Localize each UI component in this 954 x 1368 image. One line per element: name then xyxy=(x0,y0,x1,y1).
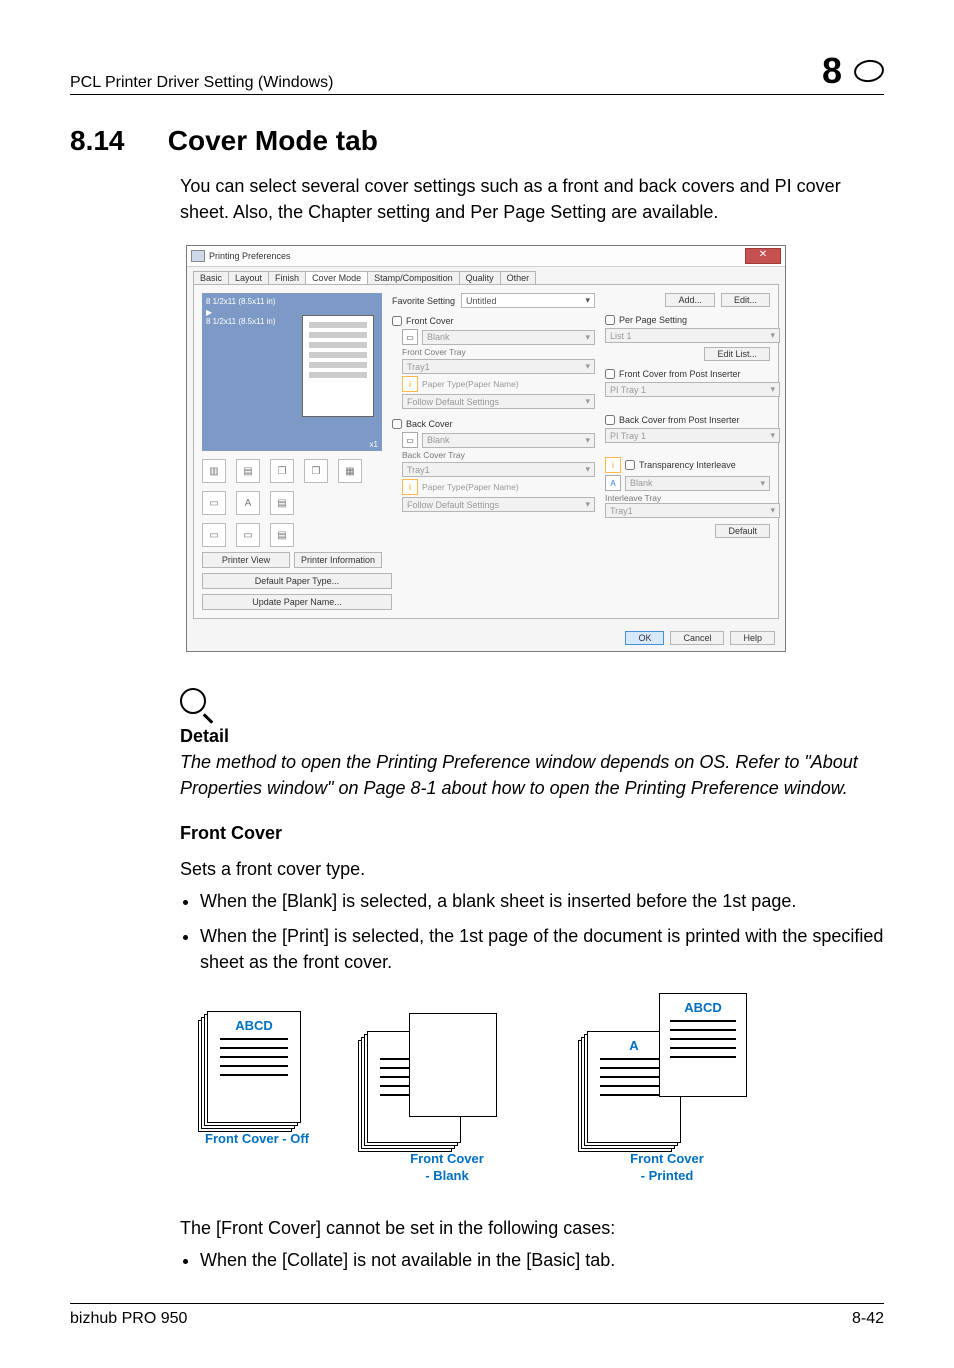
chapter-number: 8 xyxy=(822,50,842,92)
section-title: Cover Mode tab xyxy=(168,125,378,156)
tab-basic[interactable]: Basic xyxy=(193,271,229,284)
blank-page-icon: ▭ xyxy=(402,329,418,345)
preview-size-1: 8 1/2x11 (8.5x11 in) xyxy=(206,297,378,306)
front-pi-check[interactable] xyxy=(605,369,615,379)
status-icon-7: A xyxy=(236,491,260,515)
status-icon-11: ▤ xyxy=(270,523,294,547)
transparency-check[interactable] xyxy=(625,460,635,470)
transparency-label: Transparency Interleave xyxy=(639,460,736,470)
transparency-mode-combo[interactable]: Blank▾ xyxy=(625,476,770,491)
favorite-edit-button[interactable]: Edit... xyxy=(721,293,770,307)
front-cover-note-line: The [Front Cover] cannot be set in the f… xyxy=(180,1215,884,1241)
cancel-button[interactable]: Cancel xyxy=(670,631,724,645)
footer-model: bizhub PRO 950 xyxy=(70,1310,187,1328)
back-cover-paper-type-label: Paper Type(Paper Name) xyxy=(422,482,519,492)
page-corner-icon xyxy=(853,58,886,84)
printer-info-button[interactable]: Printer Information xyxy=(294,552,382,568)
front-cover-check[interactable] xyxy=(392,316,402,326)
info-icon-3: i xyxy=(605,457,621,473)
cover-diagram-row: ABCD Front Cover - Off A Front Cover - B… xyxy=(70,993,884,1185)
status-icon-3: ❐ xyxy=(270,459,294,483)
section-intro: You can select several cover settings su… xyxy=(180,173,884,225)
preview-pane: 8 1/2x11 (8.5x11 in) ▶ 8 1/2x11 (8.5x11 … xyxy=(202,293,382,451)
back-cover-tray-label: Back Cover Tray xyxy=(402,450,595,460)
front-cover-label: Front Cover xyxy=(406,316,454,326)
preview-page-icon xyxy=(302,315,374,417)
printer-icon xyxy=(191,250,205,262)
status-icon-5: ▦ xyxy=(338,459,362,483)
front-cover-lead: Sets a front cover type. xyxy=(180,856,884,882)
status-icon-4: ❐ xyxy=(304,459,328,483)
favorite-label: Favorite Setting xyxy=(392,296,455,306)
update-paper-name-button[interactable]: Update Paper Name... xyxy=(202,594,392,610)
back-cover-label: Back Cover xyxy=(406,419,453,429)
status-icon-6: ▭ xyxy=(202,491,226,515)
footer-page-number: 8-42 xyxy=(852,1310,884,1328)
info-icon-2: i xyxy=(402,479,418,495)
printer-view-button[interactable]: Printer View xyxy=(202,552,290,568)
back-pi-check[interactable] xyxy=(605,415,615,425)
status-icon-1: ▥ xyxy=(202,459,226,483)
back-cover-paper-type-combo[interactable]: Follow Default Settings▾ xyxy=(402,497,595,512)
preview-zoom: x1 xyxy=(370,440,378,449)
diagram-caption-blank: Front Cover - Blank xyxy=(357,1151,537,1185)
tab-finish[interactable]: Finish xyxy=(268,271,306,284)
diagram-off-sheet: ABCD xyxy=(207,1011,301,1123)
back-pi-label: Back Cover from Post Inserter xyxy=(619,415,740,425)
front-cover-bullet-2: When the [Print] is selected, the 1st pa… xyxy=(200,923,884,975)
front-cover-heading: Front Cover xyxy=(180,823,884,844)
diagram-caption-printed: Front Cover - Printed xyxy=(577,1151,757,1185)
ok-button[interactable]: OK xyxy=(625,631,664,645)
per-page-check[interactable] xyxy=(605,315,615,325)
status-icon-10: ▭ xyxy=(236,523,260,547)
default-button[interactable]: Default xyxy=(715,524,770,538)
per-page-list-combo[interactable]: List 1▾ xyxy=(605,328,780,343)
status-icon-8: ▤ xyxy=(270,491,294,515)
favorite-combo[interactable]: Untitled▾ xyxy=(461,293,595,308)
close-button[interactable]: ✕ xyxy=(745,248,781,264)
info-icon: i xyxy=(402,376,418,392)
section-number: 8.14 xyxy=(70,125,160,157)
front-cover-tray-combo[interactable]: Tray1▾ xyxy=(402,359,595,374)
tab-quality[interactable]: Quality xyxy=(459,271,501,284)
back-cover-tray-combo[interactable]: Tray1▾ xyxy=(402,462,595,477)
front-cover-note-bullet: When the [Collate] is not available in t… xyxy=(200,1247,884,1273)
front-cover-mode-combo[interactable]: Blank▾ xyxy=(422,330,595,345)
per-page-label: Per Page Setting xyxy=(619,315,687,325)
status-icon-2: ▤ xyxy=(236,459,260,483)
dialog-title: Printing Preferences xyxy=(209,251,291,261)
edit-list-button[interactable]: Edit List... xyxy=(704,347,770,361)
status-icon-9: ▭ xyxy=(202,523,226,547)
tab-other[interactable]: Other xyxy=(500,271,537,284)
front-cover-bullet-1: When the [Blank] is selected, a blank sh… xyxy=(200,888,884,914)
tab-stamp[interactable]: Stamp/Composition xyxy=(367,271,460,284)
front-pi-label: Front Cover from Post Inserter xyxy=(619,369,741,379)
tab-strip: Basic Layout Finish Cover Mode Stamp/Com… xyxy=(187,267,785,284)
back-cover-check[interactable] xyxy=(392,419,402,429)
blank-page-icon-2: ▭ xyxy=(402,432,418,448)
front-pi-combo[interactable]: PI Tray 1▾ xyxy=(605,382,780,397)
interleave-tray-label: Interleave Tray xyxy=(605,493,770,503)
magnifier-icon xyxy=(180,688,214,722)
diagram-blank-front-sheet xyxy=(409,1013,497,1117)
default-paper-type-button[interactable]: Default Paper Type... xyxy=(202,573,392,589)
diagram-printed-front-sheet: ABCD xyxy=(659,993,747,1097)
dialog-screenshot: Printing Preferences ✕ Basic Layout Fini… xyxy=(180,239,792,658)
help-button[interactable]: Help xyxy=(730,631,775,645)
favorite-add-button[interactable]: Add... xyxy=(665,293,715,307)
front-cover-paper-type-combo[interactable]: Follow Default Settings▾ xyxy=(402,394,595,409)
running-head: PCL Printer Driver Setting (Windows) xyxy=(70,74,333,92)
back-pi-combo[interactable]: PI Tray 1▾ xyxy=(605,428,780,443)
tab-layout[interactable]: Layout xyxy=(228,271,269,284)
detail-text: The method to open the Printing Preferen… xyxy=(180,749,884,801)
interleave-icon: A xyxy=(605,475,621,491)
detail-heading: Detail xyxy=(180,726,884,747)
back-cover-mode-combo[interactable]: Blank▾ xyxy=(422,433,595,448)
diagram-caption-off: Front Cover - Off xyxy=(197,1131,317,1148)
tab-cover-mode[interactable]: Cover Mode xyxy=(305,271,368,284)
front-cover-paper-type-label: Paper Type(Paper Name) xyxy=(422,379,519,389)
front-cover-tray-label: Front Cover Tray xyxy=(402,347,595,357)
interleave-tray-combo[interactable]: Tray1▾ xyxy=(605,503,780,518)
